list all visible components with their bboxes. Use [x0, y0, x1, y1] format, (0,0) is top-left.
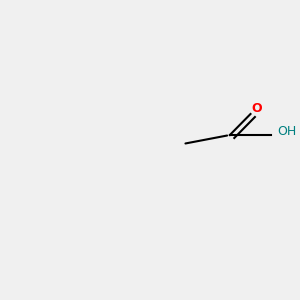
Text: OH: OH [277, 125, 296, 139]
Text: O: O [251, 101, 262, 115]
